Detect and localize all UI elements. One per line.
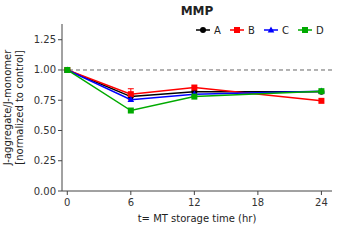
series-point	[64, 66, 71, 72]
y-tick-label: 0.25	[34, 155, 56, 166]
y-axis-label-line: J-aggregate/J-monomer	[2, 49, 13, 166]
x-tick	[194, 191, 195, 195]
plot-area	[62, 66, 332, 113]
y-tick-label: 0.50	[34, 125, 56, 136]
legend: A B C D	[196, 25, 324, 36]
series-point	[191, 94, 197, 100]
legend-label: A	[214, 25, 221, 36]
legend-entry: B	[230, 25, 255, 36]
x-tick	[257, 191, 258, 195]
legend-label: C	[282, 25, 289, 36]
error-bar-cap	[128, 88, 134, 89]
series-point	[318, 88, 325, 94]
y-tick	[58, 100, 62, 101]
y-axis-line	[62, 24, 63, 191]
y-axis-label: J-aggregate/J-monomer[normalized to cont…	[2, 49, 25, 166]
series-point	[318, 89, 324, 95]
series-line	[67, 70, 321, 111]
x-tick	[130, 191, 131, 195]
y-tick-label: 0.75	[34, 95, 56, 106]
x-axis-label: t= MT storage time (hr)	[138, 213, 257, 224]
legend-label: D	[316, 25, 324, 36]
reference-line	[62, 69, 332, 70]
legend-swatch-marker	[200, 27, 206, 33]
legend-entry: A	[196, 25, 221, 36]
y-tick	[58, 69, 62, 70]
y-tick	[58, 130, 62, 131]
legend-entry: D	[298, 25, 324, 36]
series-point	[128, 96, 135, 102]
series-point	[191, 85, 197, 91]
series-point	[64, 67, 70, 73]
legend-swatch-marker	[302, 27, 308, 33]
y-axis-label-line: [normalized to control]	[14, 50, 25, 165]
legend-swatch-marker	[268, 26, 275, 32]
series-point	[128, 108, 134, 114]
y-tick-label: 1.00	[34, 64, 56, 75]
series-point	[64, 67, 70, 73]
title: MMP	[181, 4, 214, 18]
y-tick-label: 0.00	[34, 186, 56, 197]
y-tick	[58, 39, 62, 40]
x-tick-label: 24	[315, 197, 328, 208]
series-point	[318, 88, 324, 94]
x-axis-line	[62, 191, 332, 192]
y-tick	[58, 191, 62, 192]
y-tick-label: 1.25	[34, 34, 56, 45]
x-tick-label: 6	[128, 197, 134, 208]
x-tick	[67, 191, 68, 195]
legend-entry: C	[264, 25, 289, 36]
x-tick-label: 18	[252, 197, 265, 208]
chart: MMP 0.00 0.25 0.50 0.75 1.00 1.25 0 6 12 18 24 t= MT…	[0, 0, 342, 227]
legend-label: B	[248, 25, 255, 36]
x-tick-label: 0	[64, 197, 70, 208]
series-line	[67, 70, 321, 101]
legend-swatch-marker	[234, 27, 240, 33]
y-tick	[58, 160, 62, 161]
x-tick-label: 12	[188, 197, 201, 208]
series-point	[318, 98, 324, 104]
series-point	[64, 67, 70, 73]
x-tick	[321, 191, 322, 195]
